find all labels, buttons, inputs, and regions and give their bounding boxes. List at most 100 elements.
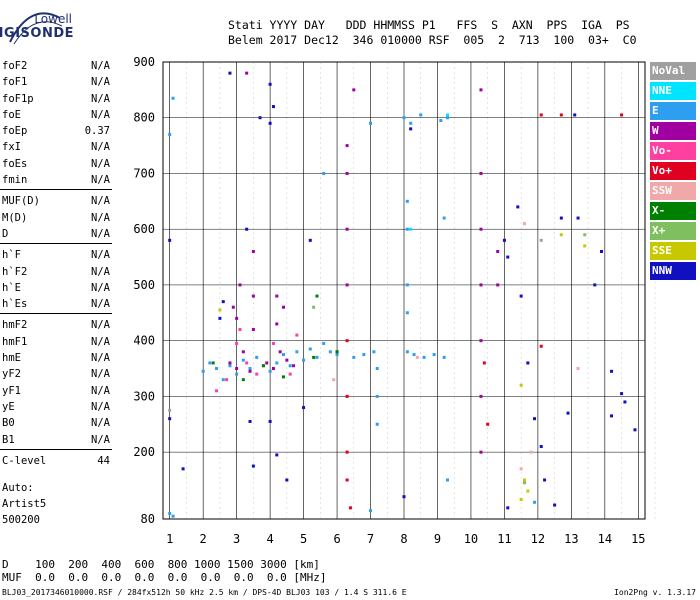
data-point — [345, 450, 349, 454]
param-row: foF1 N/A — [0, 74, 112, 90]
data-point — [526, 489, 530, 493]
legend-item: NNE — [650, 82, 696, 100]
param-value: N/A — [91, 249, 110, 262]
data-point — [405, 283, 409, 287]
param-value: N/A — [91, 265, 110, 278]
data-point — [241, 378, 245, 382]
data-point — [235, 316, 239, 320]
data-point — [282, 305, 285, 309]
data-point — [442, 216, 446, 220]
param-separator — [0, 448, 112, 450]
data-point — [506, 506, 510, 510]
param-separator — [0, 313, 112, 315]
data-point — [268, 369, 272, 373]
data-point — [211, 361, 215, 365]
data-point — [251, 294, 255, 298]
data-point — [479, 450, 483, 454]
data-point — [633, 428, 637, 432]
param-row: foEs N/A — [0, 156, 112, 172]
param-value: N/A — [91, 108, 110, 121]
legend-item: SSE — [650, 242, 696, 260]
param-value: N/A — [91, 433, 110, 446]
data-point — [352, 88, 356, 92]
header-values: Belem 2017 Dec12 346 010000 RSF 005 2 71… — [228, 33, 637, 47]
data-point — [245, 71, 249, 75]
data-point — [312, 305, 316, 309]
auto-artist: Artist5 — [2, 498, 47, 510]
data-point — [526, 361, 530, 365]
data-point — [322, 171, 326, 175]
data-point — [409, 227, 413, 231]
data-point — [559, 233, 563, 237]
data-point — [258, 116, 262, 120]
data-point — [235, 341, 239, 345]
data-point — [516, 205, 520, 209]
param-name: h`E — [2, 281, 21, 294]
param-name: yF1 — [2, 384, 21, 397]
data-point — [181, 467, 185, 471]
param-value: N/A — [91, 60, 110, 72]
data-point — [288, 364, 292, 368]
data-point — [171, 96, 175, 100]
data-point — [446, 113, 450, 117]
data-point — [415, 355, 419, 359]
param-separator — [0, 243, 112, 245]
legend-item: X- — [650, 202, 696, 220]
param-name: h`F2 — [2, 265, 28, 278]
data-point — [332, 378, 336, 382]
data-point — [553, 503, 557, 507]
data-point — [271, 341, 275, 345]
data-point — [302, 406, 306, 410]
data-point — [335, 353, 339, 357]
param-row: fxI N/A — [0, 139, 112, 155]
data-point — [409, 121, 413, 125]
data-point — [265, 361, 269, 365]
data-point — [348, 506, 352, 510]
data-point — [255, 372, 259, 376]
data-point — [171, 514, 175, 518]
station-header: Stati YYYY DAY DDD HHMMSS P1 FFS S AXN P… — [228, 18, 637, 48]
data-point — [278, 350, 282, 354]
x-tick-label: 5 — [300, 532, 307, 546]
data-point — [479, 339, 483, 343]
data-point — [543, 478, 547, 482]
param-value: N/A — [91, 319, 110, 332]
data-point — [248, 369, 252, 373]
param-row: yE N/A — [0, 399, 112, 415]
data-point — [241, 350, 245, 354]
data-point — [295, 333, 299, 337]
data-point — [369, 121, 373, 125]
param-name: B1 — [2, 433, 15, 446]
data-point — [238, 283, 242, 287]
auto-label: Auto: — [2, 482, 34, 494]
param-row: yF2 N/A — [0, 366, 112, 382]
data-point — [228, 71, 232, 75]
x-tick-label: 3 — [233, 532, 240, 546]
data-point — [446, 478, 450, 482]
data-point — [228, 364, 232, 368]
data-point — [405, 350, 409, 354]
data-point — [502, 238, 506, 242]
data-point — [235, 372, 239, 376]
data-point — [375, 367, 379, 371]
x-tick-label: 9 — [434, 532, 441, 546]
param-name: B0 — [2, 417, 15, 430]
data-point — [268, 82, 272, 86]
data-point — [576, 216, 580, 220]
param-value: N/A — [91, 211, 110, 224]
data-point — [566, 411, 570, 415]
param-name: foEp — [2, 125, 28, 138]
data-point — [479, 283, 483, 287]
version-label: Ion2Png v. 1.3.17 — [614, 588, 696, 597]
data-point — [523, 481, 526, 485]
data-point — [442, 355, 446, 359]
param-name: hmE — [2, 352, 21, 365]
data-point — [282, 375, 285, 379]
data-point — [405, 199, 409, 203]
data-point — [295, 350, 299, 354]
autoscaling-info: Auto: Artist5 500200 — [2, 480, 46, 528]
data-point — [168, 417, 172, 421]
data-point — [539, 238, 543, 242]
data-point — [539, 344, 543, 348]
param-value: 0.37 — [84, 125, 110, 138]
